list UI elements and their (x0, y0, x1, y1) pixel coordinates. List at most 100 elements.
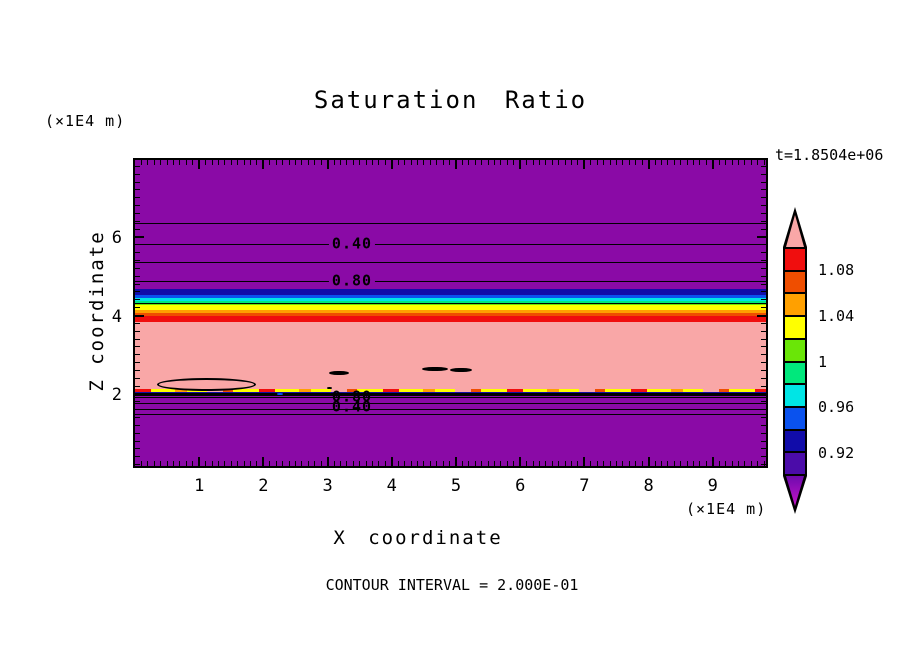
axis-tick (295, 160, 296, 165)
axis-tick (761, 228, 766, 230)
axis-tick (269, 461, 271, 466)
axis-tick (761, 252, 766, 254)
contour-fill-band (135, 391, 766, 393)
closed-contour (156, 378, 256, 392)
colorbar-segment (785, 317, 805, 340)
axis-tick (481, 461, 483, 466)
axis-tick (487, 160, 489, 165)
plot-area: 0.80 0.40 0.40 0.80 (133, 158, 768, 468)
axis-tick (372, 160, 374, 165)
z-axis-unit-label: (×1E4 m) (45, 112, 126, 130)
contour-fill-band (135, 300, 766, 303)
axis-tick (301, 461, 303, 466)
axis-tick (660, 160, 662, 165)
axis-tick (761, 424, 766, 426)
axis-tick (757, 393, 766, 395)
axis-tick (192, 160, 194, 165)
axis-tick (339, 160, 341, 165)
axis-tick (198, 457, 201, 466)
axis-tick (635, 160, 637, 165)
axis-tick (140, 160, 142, 165)
contour-fill-band (135, 392, 766, 396)
axis-tick (761, 456, 766, 458)
axis-tick (365, 461, 367, 466)
colorbar-tick-label: 0.96 (818, 398, 855, 417)
axis-tick (609, 461, 611, 466)
axis-tick (230, 461, 232, 466)
axis-tick (761, 267, 766, 269)
axis-tick (359, 160, 361, 165)
axis-tick (571, 160, 573, 165)
axis-tick (761, 385, 766, 387)
axis-tick (282, 160, 284, 165)
axis-tick (173, 160, 175, 165)
axis-tick (135, 189, 140, 191)
axis-tick (333, 160, 335, 165)
axis-tick (436, 461, 438, 466)
axis-tick (761, 197, 766, 199)
axis-tick (761, 464, 766, 466)
axis-tick (301, 160, 303, 165)
axis-tick (628, 160, 630, 165)
axis-tick (135, 432, 140, 434)
contour-line (135, 408, 766, 410)
colorbar-up-arrow (783, 207, 807, 247)
axis-tick (135, 220, 140, 222)
axis-tick (135, 236, 144, 238)
axis-tick (761, 299, 766, 301)
axis-tick (577, 160, 579, 165)
axis-tick (135, 322, 140, 324)
x-tick-label: 5 (450, 476, 462, 496)
axis-tick (757, 160, 759, 165)
axis-tick (761, 346, 766, 348)
axis-tick (262, 160, 265, 169)
contour-label: 0.80 (328, 273, 376, 289)
axis-tick (135, 252, 140, 254)
axis-tick (135, 244, 140, 246)
axis-tick (135, 393, 144, 395)
axis-tick (442, 160, 444, 165)
x-tick-label: 3 (322, 476, 333, 496)
axis-tick (135, 267, 140, 269)
axis-tick (519, 457, 522, 466)
contour-label: 0.80 (331, 387, 373, 406)
colorbar-tick-label: 0.92 (818, 444, 855, 463)
axis-tick (731, 461, 733, 466)
x-tick-label: 1 (194, 476, 205, 496)
axis-tick (680, 461, 682, 466)
axis-tick (256, 461, 258, 466)
contour-fill-band (135, 310, 766, 314)
axis-tick (725, 461, 727, 466)
axis-tick (590, 461, 592, 466)
contour-line (135, 244, 766, 246)
axis-tick (224, 160, 226, 165)
axis-tick (532, 160, 534, 165)
axis-tick (237, 461, 239, 466)
axis-tick (526, 160, 528, 165)
axis-tick (135, 181, 140, 183)
axis-tick (761, 338, 766, 340)
axis-tick (275, 461, 277, 466)
axis-tick (243, 461, 245, 466)
x-tick-label: 7 (579, 476, 590, 496)
axis-tick (326, 160, 329, 169)
axis-tick (603, 461, 605, 466)
axis-tick (135, 377, 140, 379)
axis-tick (660, 461, 662, 466)
x-tick-label: 4 (386, 476, 397, 496)
axis-tick (761, 354, 766, 356)
axis-tick (135, 464, 140, 466)
axis-tick (545, 461, 547, 466)
axis-tick (314, 160, 316, 165)
chart-title: Saturation Ratio (313, 86, 588, 114)
axis-tick (455, 457, 457, 466)
colorbar-segment (785, 249, 805, 272)
axis-tick (737, 461, 739, 466)
contour-fill-band (135, 288, 766, 296)
contour-fill-band (135, 315, 766, 323)
axis-tick (609, 160, 611, 165)
axis-tick (571, 461, 573, 466)
axis-tick (307, 160, 309, 165)
colorbar-segment (785, 339, 805, 363)
contour-fill-band (135, 160, 766, 289)
